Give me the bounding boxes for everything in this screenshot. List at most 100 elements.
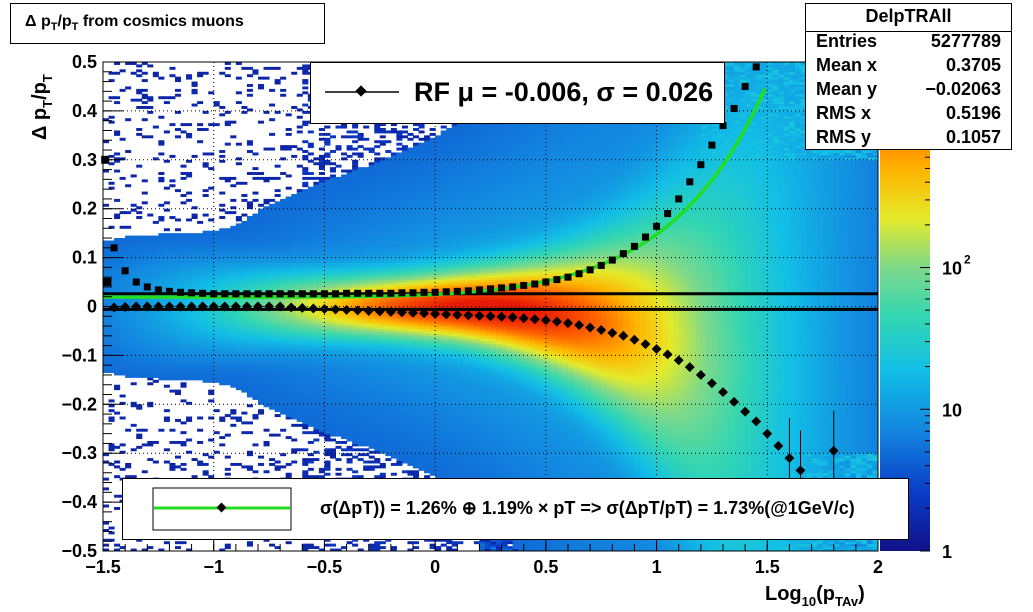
- heatmap-cell: [346, 304, 353, 307]
- heatmap-cell: [258, 257, 265, 261]
- heatmap-cell: [318, 252, 325, 256]
- heatmap-cell: [163, 159, 170, 163]
- heatmap-cell: [291, 225, 298, 229]
- heatmap-cell: [313, 176, 320, 180]
- heatmap-cell: [341, 216, 348, 219]
- heatmap-cell: [208, 247, 215, 251]
- heatmap-cell: [274, 299, 281, 303]
- heatmap-cell: [296, 313, 303, 317]
- heatmap-cell: [202, 260, 209, 263]
- heatmap-cell: [352, 348, 359, 352]
- heatmap-cell: [341, 211, 348, 215]
- heatmap-cell: [147, 323, 154, 327]
- heatmap-cell: [108, 418, 115, 422]
- heatmap-cell: [119, 313, 126, 317]
- heatmap-cell: [302, 150, 309, 153]
- heatmap-cell: [307, 362, 314, 366]
- heatmap-cell: [130, 240, 137, 244]
- heatmap-cell: [329, 235, 336, 239]
- heatmap-cell: [296, 230, 303, 234]
- heatmap-cell: [329, 326, 336, 329]
- heatmap-cell: [230, 313, 237, 317]
- heatmap-cell: [307, 264, 314, 268]
- heatmap-cell: [374, 546, 381, 550]
- heatmap-cell: [130, 235, 137, 239]
- heatmap-cell: [363, 299, 370, 303]
- heatmap-cell: [313, 379, 320, 383]
- heatmap-cell: [169, 357, 176, 361]
- heatmap-cell: [357, 284, 364, 288]
- heatmap-cell: [125, 352, 132, 356]
- heatmap-cell: [252, 443, 259, 447]
- heatmap-cell: [368, 389, 375, 393]
- heatmap-cell: [208, 343, 215, 347]
- heatmap-cell: [230, 230, 237, 234]
- heatmap-cell: [103, 345, 110, 349]
- heatmap-cell: [346, 382, 353, 386]
- heatmap-cell: [235, 345, 242, 349]
- heatmap-cell: [263, 396, 270, 400]
- heatmap-cell: [341, 453, 348, 457]
- heatmap-cell: [357, 267, 364, 271]
- heatmap-cell: [180, 399, 187, 403]
- heatmap-cell: [103, 267, 110, 271]
- heatmap-cell: [318, 181, 325, 185]
- heatmap-cell: [368, 362, 375, 366]
- heatmap-cell: [103, 316, 110, 320]
- heatmap-cell: [174, 233, 181, 237]
- heatmap-cell: [202, 343, 209, 347]
- heatmap-cell: [324, 431, 331, 435]
- heatmap-cell: [213, 370, 220, 374]
- heatmap-cell: [258, 321, 265, 325]
- heatmap-cell: [224, 267, 231, 271]
- heatmap-cell: [341, 267, 348, 271]
- heatmap-cell: [296, 382, 303, 386]
- heatmap-cell: [346, 194, 353, 197]
- heatmap-cell: [352, 277, 359, 281]
- heatmap-cell: [119, 401, 126, 405]
- heatmap-cell: [357, 247, 364, 251]
- heatmap-cell: [274, 392, 281, 396]
- heatmap-cell: [363, 206, 370, 210]
- heatmap-cell: [141, 311, 148, 315]
- heatmap-cell: [136, 313, 143, 317]
- heatmap-cell: [324, 206, 331, 210]
- heatmap-cell: [263, 257, 270, 261]
- heatmap-cell: [269, 362, 276, 366]
- heatmap-cell: [114, 274, 121, 278]
- heatmap-cell: [318, 211, 325, 215]
- heatmap-cell: [324, 194, 331, 197]
- heatmap-cell: [324, 416, 331, 420]
- heatmap-cell: [329, 384, 336, 388]
- heatmap-cell: [352, 401, 359, 405]
- heatmap-cell: [291, 220, 298, 224]
- heatmap-cell: [191, 340, 198, 344]
- heatmap-cell: [241, 384, 248, 388]
- heatmap-cell: [307, 286, 314, 290]
- heatmap-cell: [329, 304, 336, 307]
- heatmap-cell: [324, 450, 331, 454]
- heatmap-cell: [258, 203, 265, 207]
- heatmap-cell: [219, 362, 226, 366]
- heatmap-cell: [258, 260, 265, 263]
- heatmap-cell: [252, 172, 259, 175]
- heatmap-cell: [357, 475, 364, 479]
- heatmap-cell: [368, 440, 375, 444]
- heatmap-cell: [296, 130, 303, 134]
- heatmap-cell: [352, 316, 359, 320]
- heatmap-cell: [302, 330, 309, 334]
- heatmap-cell: [158, 313, 165, 317]
- heatmap-cell: [357, 250, 364, 254]
- heatmap-cell: [108, 286, 115, 290]
- heatmap-cell: [174, 299, 181, 303]
- heatmap-cell: [130, 174, 137, 178]
- heatmap-cell: [235, 384, 242, 388]
- heatmap-cell: [158, 257, 165, 261]
- heatmap-cell: [302, 340, 309, 344]
- heatmap-cell: [291, 377, 298, 381]
- heatmap-cell: [258, 382, 265, 386]
- heatmap-cell: [163, 247, 170, 251]
- heatmap-cell: [357, 404, 364, 408]
- heatmap-cell: [352, 338, 359, 342]
- heatmap-cell: [341, 247, 348, 251]
